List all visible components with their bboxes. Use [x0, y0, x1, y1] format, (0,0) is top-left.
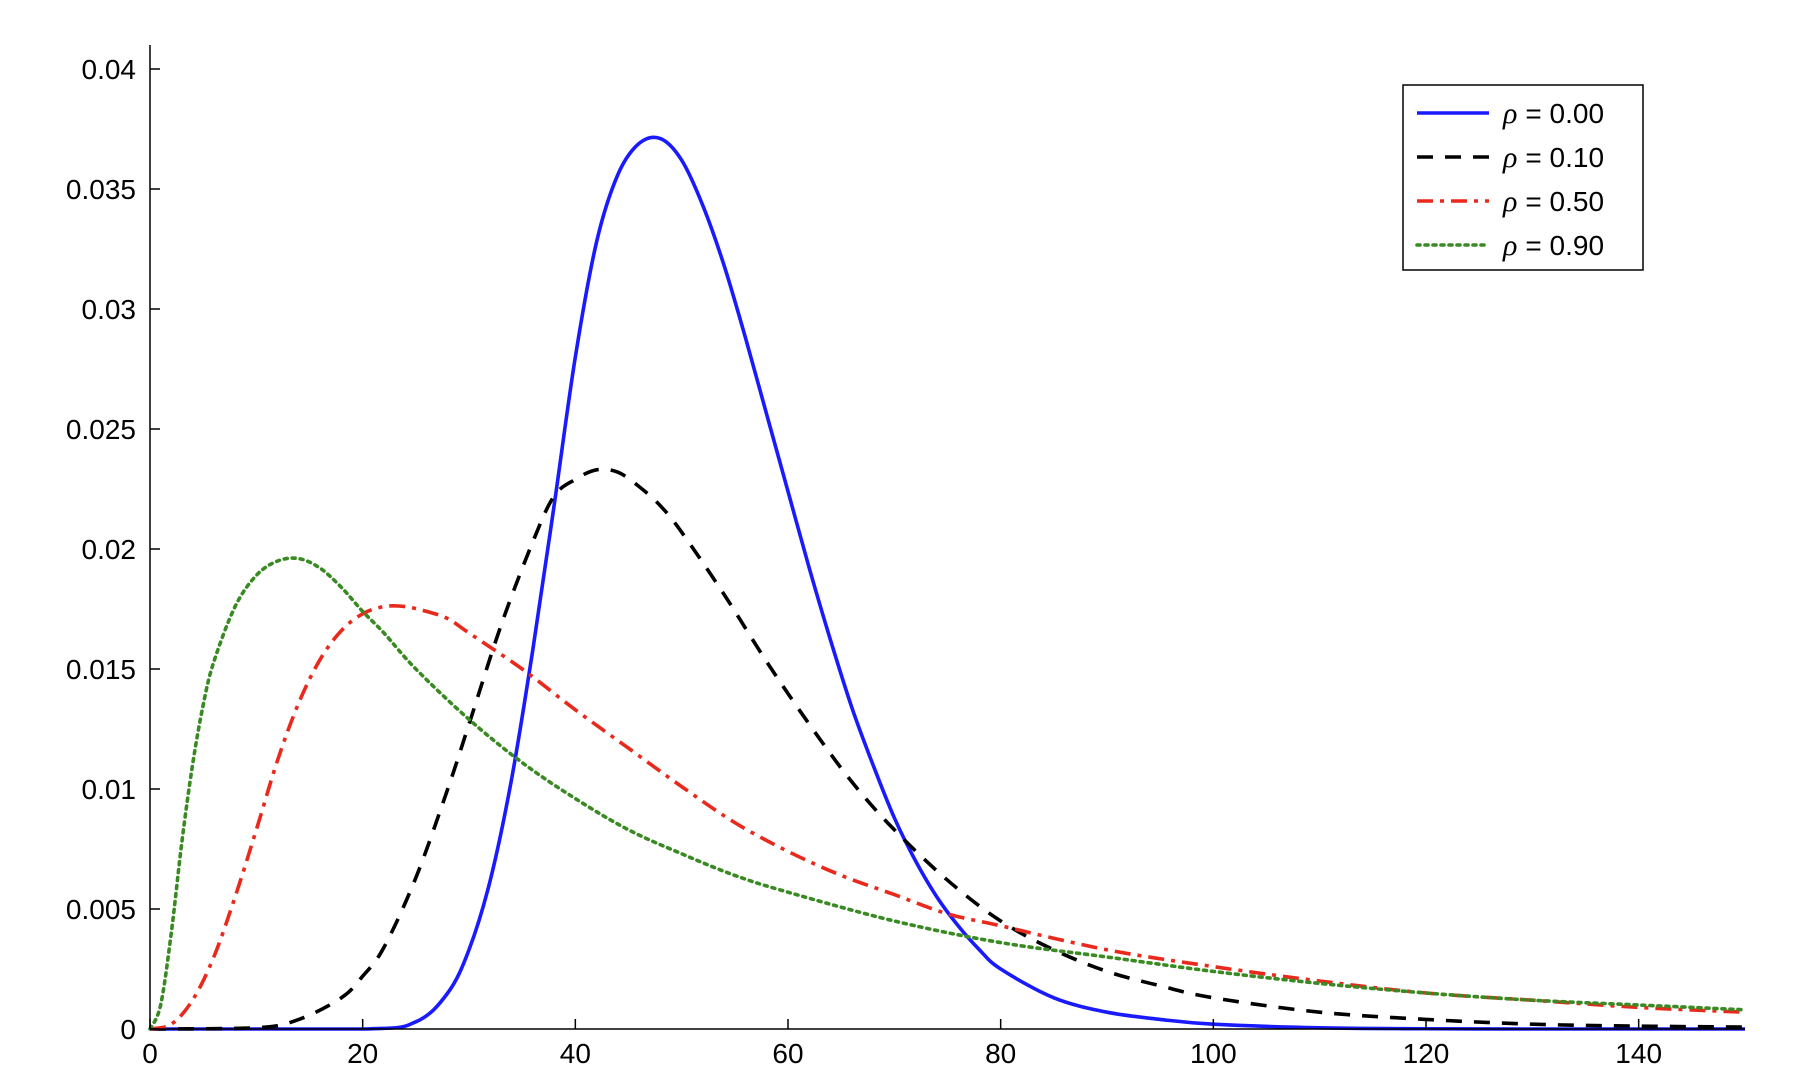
x-tick-label: 40	[560, 1038, 591, 1069]
y-ticks: 0 0.005 0.01 0.015 0.02 0.025 0.03 0.035 0.04	[66, 54, 160, 1045]
x-tick-label: 120	[1403, 1038, 1450, 1069]
y-tick-label: 0	[120, 1014, 136, 1045]
y-tick-label: 0.025	[66, 414, 136, 445]
axes	[149, 45, 1745, 1030]
y-tick-label: 0.01	[82, 774, 137, 805]
series-line-1	[150, 135, 1745, 1031]
x-tick-label: 140	[1615, 1038, 1662, 1069]
x-tick-label: 60	[772, 1038, 803, 1069]
series-line-4	[148, 556, 1747, 1031]
legend-label-1: ρ = 0.00	[1502, 97, 1604, 130]
legend-label-4: ρ = 0.90	[1502, 229, 1604, 262]
x-tick-label: 20	[347, 1038, 378, 1069]
x-tick-label: 80	[985, 1038, 1016, 1069]
legend-label-2: ρ = 0.10	[1502, 141, 1604, 174]
x-tick-label: 0	[142, 1038, 158, 1069]
y-tick-label: 0.04	[82, 54, 137, 85]
y-tick-label: 0.035	[66, 174, 136, 205]
x-ticks: 0 20 40 60 80 100 120 140	[142, 1019, 1662, 1069]
y-tick-label: 0.005	[66, 894, 136, 925]
y-tick-label: 0.02	[82, 534, 137, 565]
x-tick-label: 100	[1190, 1038, 1237, 1069]
series-layer	[148, 135, 1747, 1031]
y-tick-label: 0.015	[66, 654, 136, 685]
legend-label-3: ρ = 0.50	[1502, 185, 1604, 218]
series-line-3	[149, 604, 1746, 1031]
series-line-2	[149, 467, 1746, 1031]
legend: ρ = 0.00 ρ = 0.10 ρ = 0.50 ρ = 0.90	[1402, 84, 1644, 271]
legend-box	[1402, 84, 1644, 271]
y-tick-label: 0.03	[82, 294, 137, 325]
